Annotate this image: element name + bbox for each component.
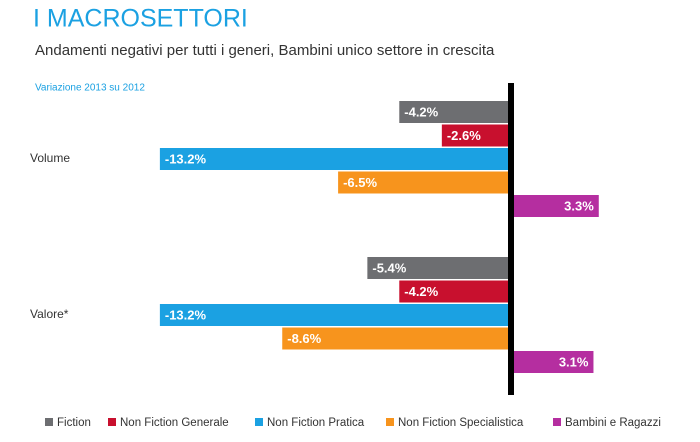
chart-subtitle: Andamenti negativi per tutti i generi, B… — [35, 42, 495, 59]
legend-label: Bambini e Ragazzi — [565, 417, 661, 429]
legend-label: Non Fiction Generale — [120, 417, 229, 429]
legend: Fiction Non Fiction Generale Non Fiction P… — [45, 417, 661, 429]
chart-title: I MACROSETTORI — [33, 5, 248, 33]
legend-label: Fiction — [57, 417, 91, 429]
legend-swatch — [45, 418, 53, 426]
bar — [511, 195, 599, 217]
bar — [399, 280, 511, 303]
data-label: -13.2% — [165, 151, 207, 166]
data-label: -5.4% — [372, 260, 406, 275]
data-label: -6.5% — [343, 175, 377, 190]
data-label: 3.1% — [559, 354, 589, 369]
category-label: Volume — [30, 151, 70, 165]
bar — [159, 304, 511, 326]
bar — [511, 351, 594, 373]
annotation: Variazione 2013 su 2012 — [35, 83, 145, 94]
legend-label: Non Fiction Specialistica — [398, 417, 524, 429]
category-label: Valore* — [30, 307, 69, 321]
data-label: -8.6% — [287, 331, 321, 346]
legend-label: Non Fiction Pratica — [267, 417, 365, 429]
bar — [159, 148, 511, 170]
legend-swatch — [108, 418, 116, 426]
data-label: -13.2% — [165, 307, 207, 322]
bar — [399, 101, 511, 123]
bar — [282, 327, 511, 350]
bar — [338, 171, 511, 194]
legend-swatch — [386, 418, 394, 426]
legend-swatch — [553, 418, 561, 426]
data-label: 3.3% — [564, 198, 594, 213]
data-label: -4.2% — [404, 104, 438, 119]
data-label: -2.6% — [447, 128, 481, 143]
plot-area: Volume -4.2% -2.6% -13.2% -6.5% 3.3% Valore* -5… — [30, 101, 599, 373]
legend-swatch — [255, 418, 263, 426]
data-label: -4.2% — [404, 284, 438, 299]
bar — [441, 124, 511, 147]
zero-line — [508, 83, 514, 395]
bar — [367, 257, 511, 279]
